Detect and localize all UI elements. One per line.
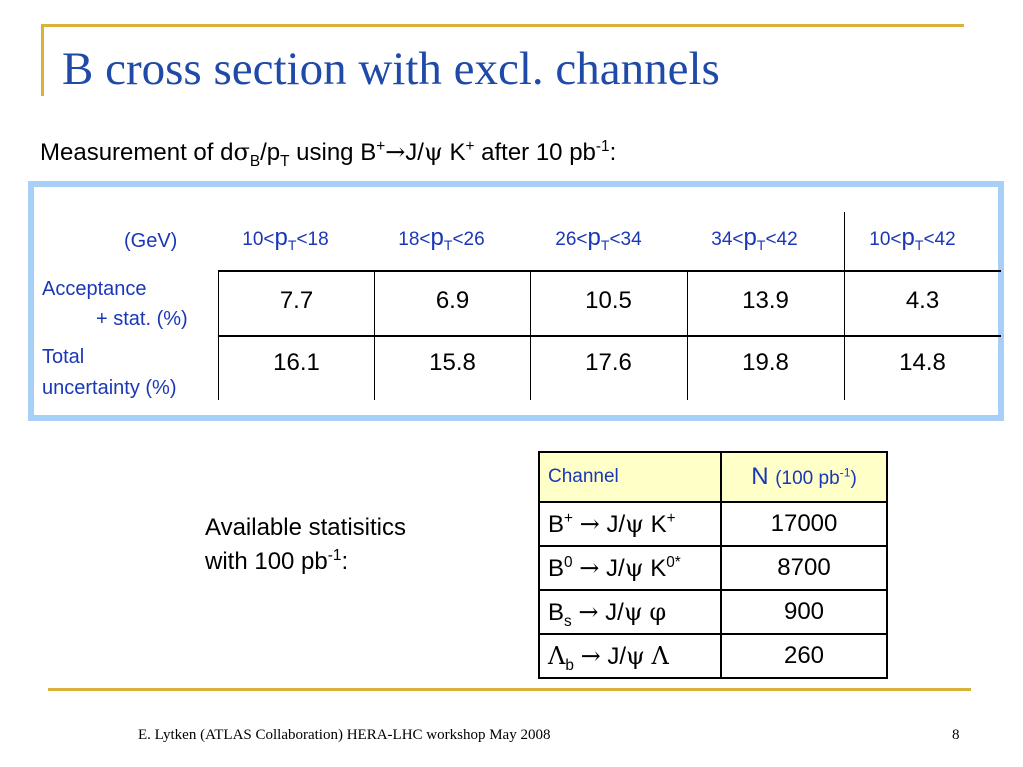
bottom-rule	[48, 688, 971, 691]
acceptance-value: 10.5	[585, 287, 632, 314]
table-divider	[687, 270, 688, 400]
acceptance-value: 6.9	[435, 287, 470, 314]
channel-cell: Λb → J/ψ Λ	[538, 633, 722, 679]
uncertainty-value: 19.8	[742, 349, 789, 376]
acceptance-label-line2: + stat. (%)	[96, 308, 188, 330]
uncertainty-value: 16.1	[273, 349, 320, 376]
table-row: B+ → J/ψ K+ 17000	[538, 501, 888, 547]
page-number: 8	[952, 727, 960, 743]
available-line2: with 100 pb-1:	[205, 547, 349, 575]
uncertainty-label-line1: Total	[42, 346, 85, 368]
pt-bin-header: 34<pT<42	[711, 224, 798, 253]
unit-label: (GeV)	[124, 230, 178, 252]
table-divider	[844, 212, 845, 400]
channel-table: Channel N (100 pb-1) B+ → J/ψ K+ 17000 B…	[538, 451, 888, 679]
uncertainty-value: 14.8	[899, 349, 946, 376]
available-line1: Available statisitics	[205, 514, 406, 541]
available-statistics-text: Available statisitics with 100 pb-1:	[205, 511, 406, 579]
pt-bin-header: 18<pT<26	[398, 224, 485, 253]
uncertainty-value: 17.6	[585, 349, 632, 376]
channel-cell: B0 → J/ψ K0*	[538, 545, 722, 591]
left-rule	[41, 24, 44, 96]
header-channel: Channel	[538, 451, 722, 503]
top-rule	[41, 24, 964, 27]
pt-bin-header: 10<pT<18	[242, 224, 329, 253]
measurement-box	[28, 181, 1004, 421]
count-cell: 17000	[720, 501, 888, 547]
table-header-row: Channel N (100 pb-1)	[538, 451, 888, 503]
count-cell: 900	[720, 589, 888, 635]
channel-cell: Bs → J/ψ φ	[538, 589, 722, 635]
uncertainty-label-line2: uncertainty (%)	[42, 377, 177, 399]
table-divider	[218, 270, 219, 400]
table-row: Bs → J/ψ φ 900	[538, 589, 888, 635]
header-n: N (100 pb-1)	[720, 451, 888, 503]
table-row: B0 → J/ψ K0* 8700	[538, 545, 888, 591]
subtitle: Measurement of dσB/pT using B+→J/ψ K+ af…	[40, 138, 617, 170]
pt-bin-header: 26<pT<34	[555, 224, 642, 253]
table-row: Λb → J/ψ Λ 260	[538, 633, 888, 679]
count-cell: 260	[720, 633, 888, 679]
channel-cell: B+ → J/ψ K+	[538, 501, 722, 547]
table-rule	[218, 335, 1001, 337]
acceptance-value: 4.3	[905, 287, 940, 314]
table-rule	[218, 270, 1001, 272]
acceptance-value: 13.9	[742, 287, 789, 314]
acceptance-label-line1: Acceptance	[42, 278, 147, 300]
pt-bin-header: 10<pT<42	[869, 224, 956, 253]
uncertainty-value: 15.8	[429, 349, 476, 376]
slide-title: B cross section with excl. channels	[62, 43, 720, 95]
table-divider	[530, 270, 531, 400]
count-cell: 8700	[720, 545, 888, 591]
footer-text: E. Lytken (ATLAS Collaboration) HERA-LHC…	[138, 727, 551, 743]
acceptance-value: 7.7	[279, 287, 314, 314]
table-divider	[374, 270, 375, 400]
